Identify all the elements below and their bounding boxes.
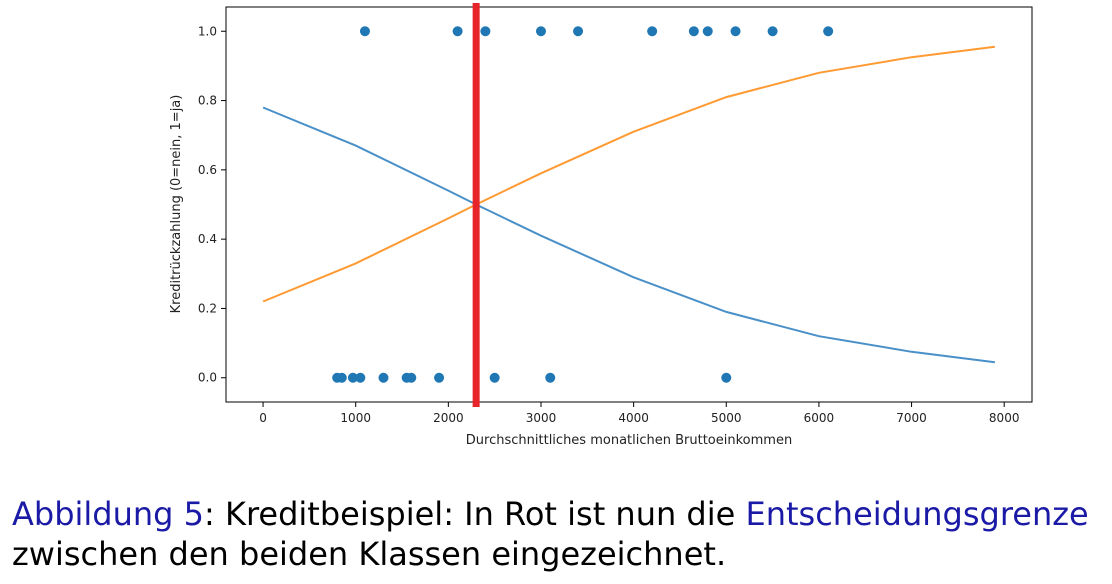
x-tick-label: 1000 (340, 411, 371, 425)
scatter-point (480, 26, 491, 37)
scatter-point (535, 26, 546, 37)
scatter-point (347, 372, 358, 383)
y-axis-label: Kreditrückzahlung (0=nein, 1=ja) (169, 95, 184, 314)
caption-term-link[interactable]: Entscheidungsgrenze (745, 495, 1089, 533)
x-tick-label: 4000 (618, 411, 649, 425)
scatter-point (688, 26, 699, 37)
scatter-point (730, 26, 741, 37)
scatter-point (355, 372, 366, 383)
y-tick-label: 0.2 (198, 301, 217, 315)
plot-area (225, 6, 1033, 403)
figure-caption: Abbildung 5: Kreditbeispiel: In Rot ist … (12, 494, 1108, 574)
y-tick-label: 0.4 (198, 232, 217, 246)
scatter-point (823, 26, 834, 37)
x-axis-label: Durchschnittliches monatlichen Bruttoein… (466, 433, 792, 448)
scatter-point (721, 372, 732, 383)
x-tick-label: 0 (259, 411, 267, 425)
x-tick-label: 8000 (989, 411, 1020, 425)
scatter-point (359, 26, 370, 37)
scatter-point (406, 372, 417, 383)
scatter-point (702, 26, 713, 37)
scatter-point (489, 372, 500, 383)
probability-curve-2 (262, 45, 996, 303)
x-tick-label: 3000 (526, 411, 557, 425)
caption-text-part1: : Kreditbeispiel: In Rot ist nun die (204, 495, 746, 533)
y-tick-label: 0.6 (198, 163, 217, 177)
scatter-point (573, 26, 584, 37)
scatter-point (545, 372, 556, 383)
x-tick-label: 6000 (804, 411, 835, 425)
x-tick-label: 5000 (711, 411, 742, 425)
scatter-point (452, 26, 463, 37)
scatter-point (767, 26, 778, 37)
scatter-point (336, 372, 347, 383)
y-tick-label: 0.0 (198, 371, 217, 385)
y-tick-label: 1.0 (198, 24, 217, 38)
caption-text-part2: zwischen den beiden Klassen eingezeichne… (12, 535, 727, 573)
x-tick-label: 7000 (896, 411, 927, 425)
scatter-point (378, 372, 389, 383)
caption-figure-number[interactable]: Abbildung 5 (12, 495, 205, 533)
x-tick-label: 2000 (433, 411, 464, 425)
scatter-point (647, 26, 658, 37)
y-tick-label: 0.8 (198, 94, 217, 108)
scatter-point (434, 372, 445, 383)
probability-curve-1 (262, 106, 996, 364)
